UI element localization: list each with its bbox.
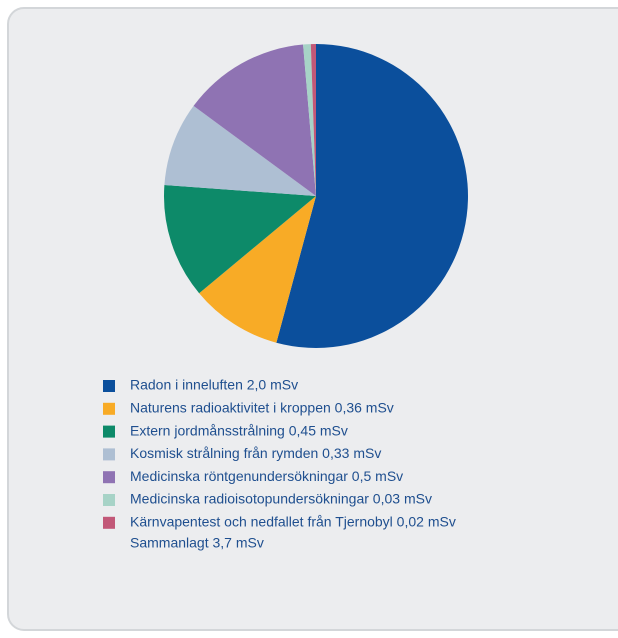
legend-swatch (103, 380, 115, 392)
pie-slice (193, 44, 316, 196)
legend-label: Radon i inneluften 2,0 mSv (130, 377, 298, 393)
legend: Radon i inneluften 2,0 mSv Naturens radio… (103, 377, 456, 530)
annotation: Sammanlagt 3,7 mSv (130, 535, 264, 551)
legend-label: Kosmisk strålning från rymden 0,33 mSv (130, 445, 381, 461)
pie (164, 44, 468, 348)
legend-swatch (103, 494, 115, 506)
legend-swatch (103, 448, 115, 461)
legend-swatch (103, 471, 115, 484)
pie-slice (310, 44, 316, 196)
legend-swatch (103, 402, 115, 415)
legend-label: Medicinska röntgenundersökningar 0,5 mSv (130, 468, 403, 484)
pie-slice (276, 44, 468, 348)
legend-swatch (103, 516, 115, 529)
pie-slice (164, 105, 316, 196)
legend-label: Naturens radioaktivitet i kroppen 0,36 m… (130, 400, 394, 416)
legend-label: Medicinska radioisotopundersökningar 0,0… (130, 491, 432, 507)
pie-slice (303, 44, 316, 196)
legend-swatch (103, 425, 115, 438)
pie-slice (164, 185, 316, 294)
legend-label: Kärnvapentest och nedfallet från Tjernob… (130, 514, 456, 530)
legend-label: Extern jordmånsstrålning 0,45 mSv (130, 422, 348, 438)
pie-slice (199, 196, 316, 343)
